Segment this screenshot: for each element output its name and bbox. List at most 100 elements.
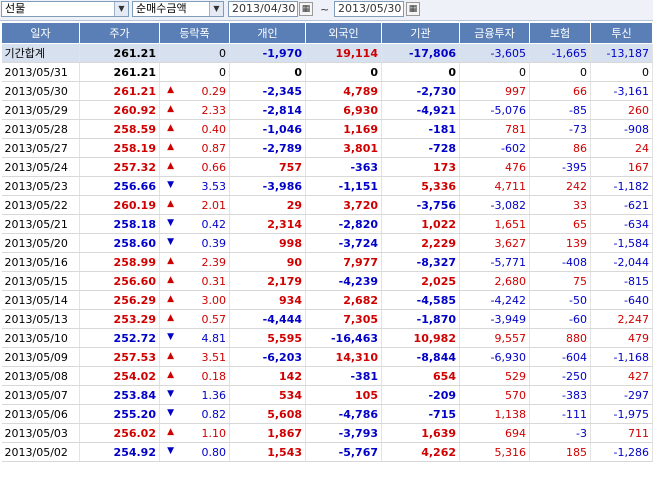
cell-institution: -8,844 — [381, 347, 460, 367]
cell-insurance: -408 — [529, 252, 591, 272]
start-date-value: 2013/04/30 — [232, 2, 296, 15]
cell-change: ▼ 4.81 — [159, 328, 230, 348]
summary-price: 261.21 — [79, 43, 160, 63]
end-date-input[interactable]: 2013/05/30 — [334, 1, 404, 17]
table-row[interactable]: 2013/05/22 260.19 ▲ 2.01 29 3,720 -3,756 -3,082… — [1, 195, 653, 215]
summary-row[interactable]: 기간합계 261.21 0 -1,970 19,114 -17,806 -3,6… — [1, 43, 653, 63]
table-row[interactable]: 2013/05/09 257.53 ▲ 3.51 -6,203 14,310 -8,844-… — [1, 347, 653, 367]
cell-fin-invest: 476 — [459, 157, 530, 177]
chevron-down-icon[interactable]: ▼ — [114, 2, 128, 16]
cell-fin-invest: 4,711 — [459, 176, 530, 196]
cell-insurance: -73 — [529, 119, 591, 139]
header-row: 일자 주가 등락폭 개인 외국인 기관 금융투자 보험 투신 — [1, 22, 653, 44]
date-separator: ~ — [320, 3, 330, 16]
col-header-fin-invest[interactable]: 금융투자 — [459, 22, 530, 44]
chevron-down-icon[interactable]: ▼ — [209, 2, 223, 16]
cell-institution: -3,756 — [381, 195, 460, 215]
cell-price: 253.29 — [79, 309, 160, 329]
cell-fin-invest: 997 — [459, 81, 530, 101]
table-row[interactable]: 2013/05/23 256.66 ▼ 3.53 -3,986 -1,151 5,336 4,… — [1, 176, 653, 196]
cell-insurance: 880 — [529, 328, 591, 348]
table-row[interactable]: 2013/05/13 253.29 ▲ 0.57 -4,444 7,305 -1,870 -3… — [1, 309, 653, 329]
cell-institution: 4,262 — [381, 442, 460, 462]
table-row[interactable]: 2013/05/24 257.32 ▲ 0.66 757 -363 173 476 -395 16… — [1, 157, 653, 177]
table-row[interactable]: 2013/05/28 258.59 ▲ 0.40 -1,046 1,169 -181 781-… — [1, 119, 653, 139]
col-header-foreign[interactable]: 외국인 — [305, 22, 382, 44]
table-row[interactable]: 2013/05/08 254.02 ▲ 0.18 142 -381 654 529 -250 42… — [1, 366, 653, 386]
change-value: 0.66 — [201, 160, 227, 174]
cell-change: ▼ 0.42 — [159, 214, 230, 234]
col-header-trust[interactable]: 투신 — [590, 22, 653, 44]
table-row[interactable]: 2013/05/29 260.92 ▲ 2.33 -2,814 6,930 -4,921 -5… — [1, 100, 653, 120]
cell-change: ▼ 3.53 — [159, 176, 230, 196]
cell-change: ▼ 1.36 — [159, 385, 230, 405]
cell-institution: 654 — [381, 366, 460, 386]
cell-change: ▼ 0.39 — [159, 233, 230, 253]
table-row[interactable]: 2013/05/10 252.72 ▼ 4.81 5,595 -16,463 10,982 9… — [1, 328, 653, 348]
cell-institution: 2,025 — [381, 271, 460, 291]
down-triangle-icon: ▼ — [167, 179, 174, 190]
change-value: 2.39 — [201, 255, 227, 269]
cell-date: 2013/05/14 — [1, 290, 80, 310]
cell-trust: 260 — [590, 100, 653, 120]
cell-change: ▲ 0.66 — [159, 157, 230, 177]
table-row[interactable]: 2013/05/15 256.60 ▲ 0.31 2,179 -4,239 2,025 2,6… — [1, 271, 653, 291]
col-header-change[interactable]: 등락폭 — [159, 22, 230, 44]
cell-trust: 0 — [590, 62, 653, 82]
cell-foreign: 0 — [305, 62, 382, 82]
metric-select[interactable]: 순매수금액 ▼ — [132, 1, 224, 17]
col-header-insurance[interactable]: 보험 — [529, 22, 591, 44]
cell-fin-invest: 529 — [459, 366, 530, 386]
cell-fin-invest: 1,138 — [459, 404, 530, 424]
col-header-institution[interactable]: 기관 — [381, 22, 460, 44]
table-row[interactable]: 2013/05/07 253.84 ▼ 1.36 534 105 -209 570 -383 -2… — [1, 385, 653, 405]
col-header-price[interactable]: 주가 — [79, 22, 160, 44]
change-value: 3.00 — [201, 293, 227, 307]
table-row[interactable]: 2013/05/02 254.92 ▼ 0.80 1,543 -5,767 4,262 5,3… — [1, 442, 653, 462]
down-triangle-icon: ▼ — [167, 331, 174, 342]
end-date-value: 2013/05/30 — [338, 2, 402, 15]
cell-price: 252.72 — [79, 328, 160, 348]
cell-foreign: -381 — [305, 366, 382, 386]
summary-fin-invest: -3,605 — [459, 43, 530, 63]
cell-institution: -181 — [381, 119, 460, 139]
market-select[interactable]: 선물 ▼ — [1, 1, 129, 17]
cell-individual: 998 — [229, 233, 306, 253]
cell-change: ▼ 0.82 — [159, 404, 230, 424]
end-calendar-icon[interactable]: ▦ — [406, 2, 420, 16]
col-header-date[interactable]: 일자 — [1, 22, 80, 44]
cell-trust: -634 — [590, 214, 653, 234]
cell-individual: 534 — [229, 385, 306, 405]
cell-insurance: 0 — [529, 62, 591, 82]
cell-foreign: -5,767 — [305, 442, 382, 462]
table-row[interactable]: 2013/05/21 258.18 ▼ 0.42 2,314 -2,820 1,022 1,6… — [1, 214, 653, 234]
table-row[interactable]: 2013/05/20 258.60 ▼ 0.39 998 -3,724 2,229 3,627… — [1, 233, 653, 253]
cell-individual: -2,345 — [229, 81, 306, 101]
cell-foreign: 7,977 — [305, 252, 382, 272]
cell-trust: -621 — [590, 195, 653, 215]
start-calendar-icon[interactable]: ▦ — [299, 2, 313, 16]
change-value: 1.10 — [201, 426, 227, 440]
cell-individual: 142 — [229, 366, 306, 386]
table-row[interactable]: 2013/05/06 255.20 ▼ 0.82 5,608 -4,786 -715 1,13… — [1, 404, 653, 424]
table-row[interactable]: 2013/05/27 258.19 ▲ 0.87 -2,789 3,801 -728 -602… — [1, 138, 653, 158]
cell-fin-invest: -6,930 — [459, 347, 530, 367]
table-row[interactable]: 2013/05/16 258.99 ▲ 2.39 90 7,977 -8,327 -5,771… — [1, 252, 653, 272]
start-date-input[interactable]: 2013/04/30 — [228, 1, 298, 17]
table-row[interactable]: 2013/05/03 256.02 ▲ 1.10 1,867 -3,793 1,639 694… — [1, 423, 653, 443]
col-header-individual[interactable]: 개인 — [229, 22, 306, 44]
up-triangle-icon: ▲ — [167, 426, 174, 437]
cell-insurance: 242 — [529, 176, 591, 196]
cell-institution: -2,730 — [381, 81, 460, 101]
up-triangle-icon: ▲ — [167, 84, 174, 95]
cell-fin-invest: 1,651 — [459, 214, 530, 234]
toolbar: 선물 ▼ 순매수금액 ▼ 2013/04/30 ▦ ~ 2013/05/30 ▦ — [0, 0, 653, 21]
cell-price: 258.59 — [79, 119, 160, 139]
table-row[interactable]: 2013/05/30 261.21 ▲ 0.29 -2,345 4,789 -2,730 99… — [1, 81, 653, 101]
market-select-value: 선물 — [5, 2, 26, 15]
table-row[interactable]: 2013/05/31 261.21 0 0 0 0 0 0 0 — [1, 62, 653, 82]
cell-price: 257.53 — [79, 347, 160, 367]
change-value: 0.87 — [201, 141, 227, 155]
table-row[interactable]: 2013/05/14 256.29 ▲ 3.00 934 2,682 -4,585 -4,24… — [1, 290, 653, 310]
summary-foreign: 19,114 — [305, 43, 382, 63]
